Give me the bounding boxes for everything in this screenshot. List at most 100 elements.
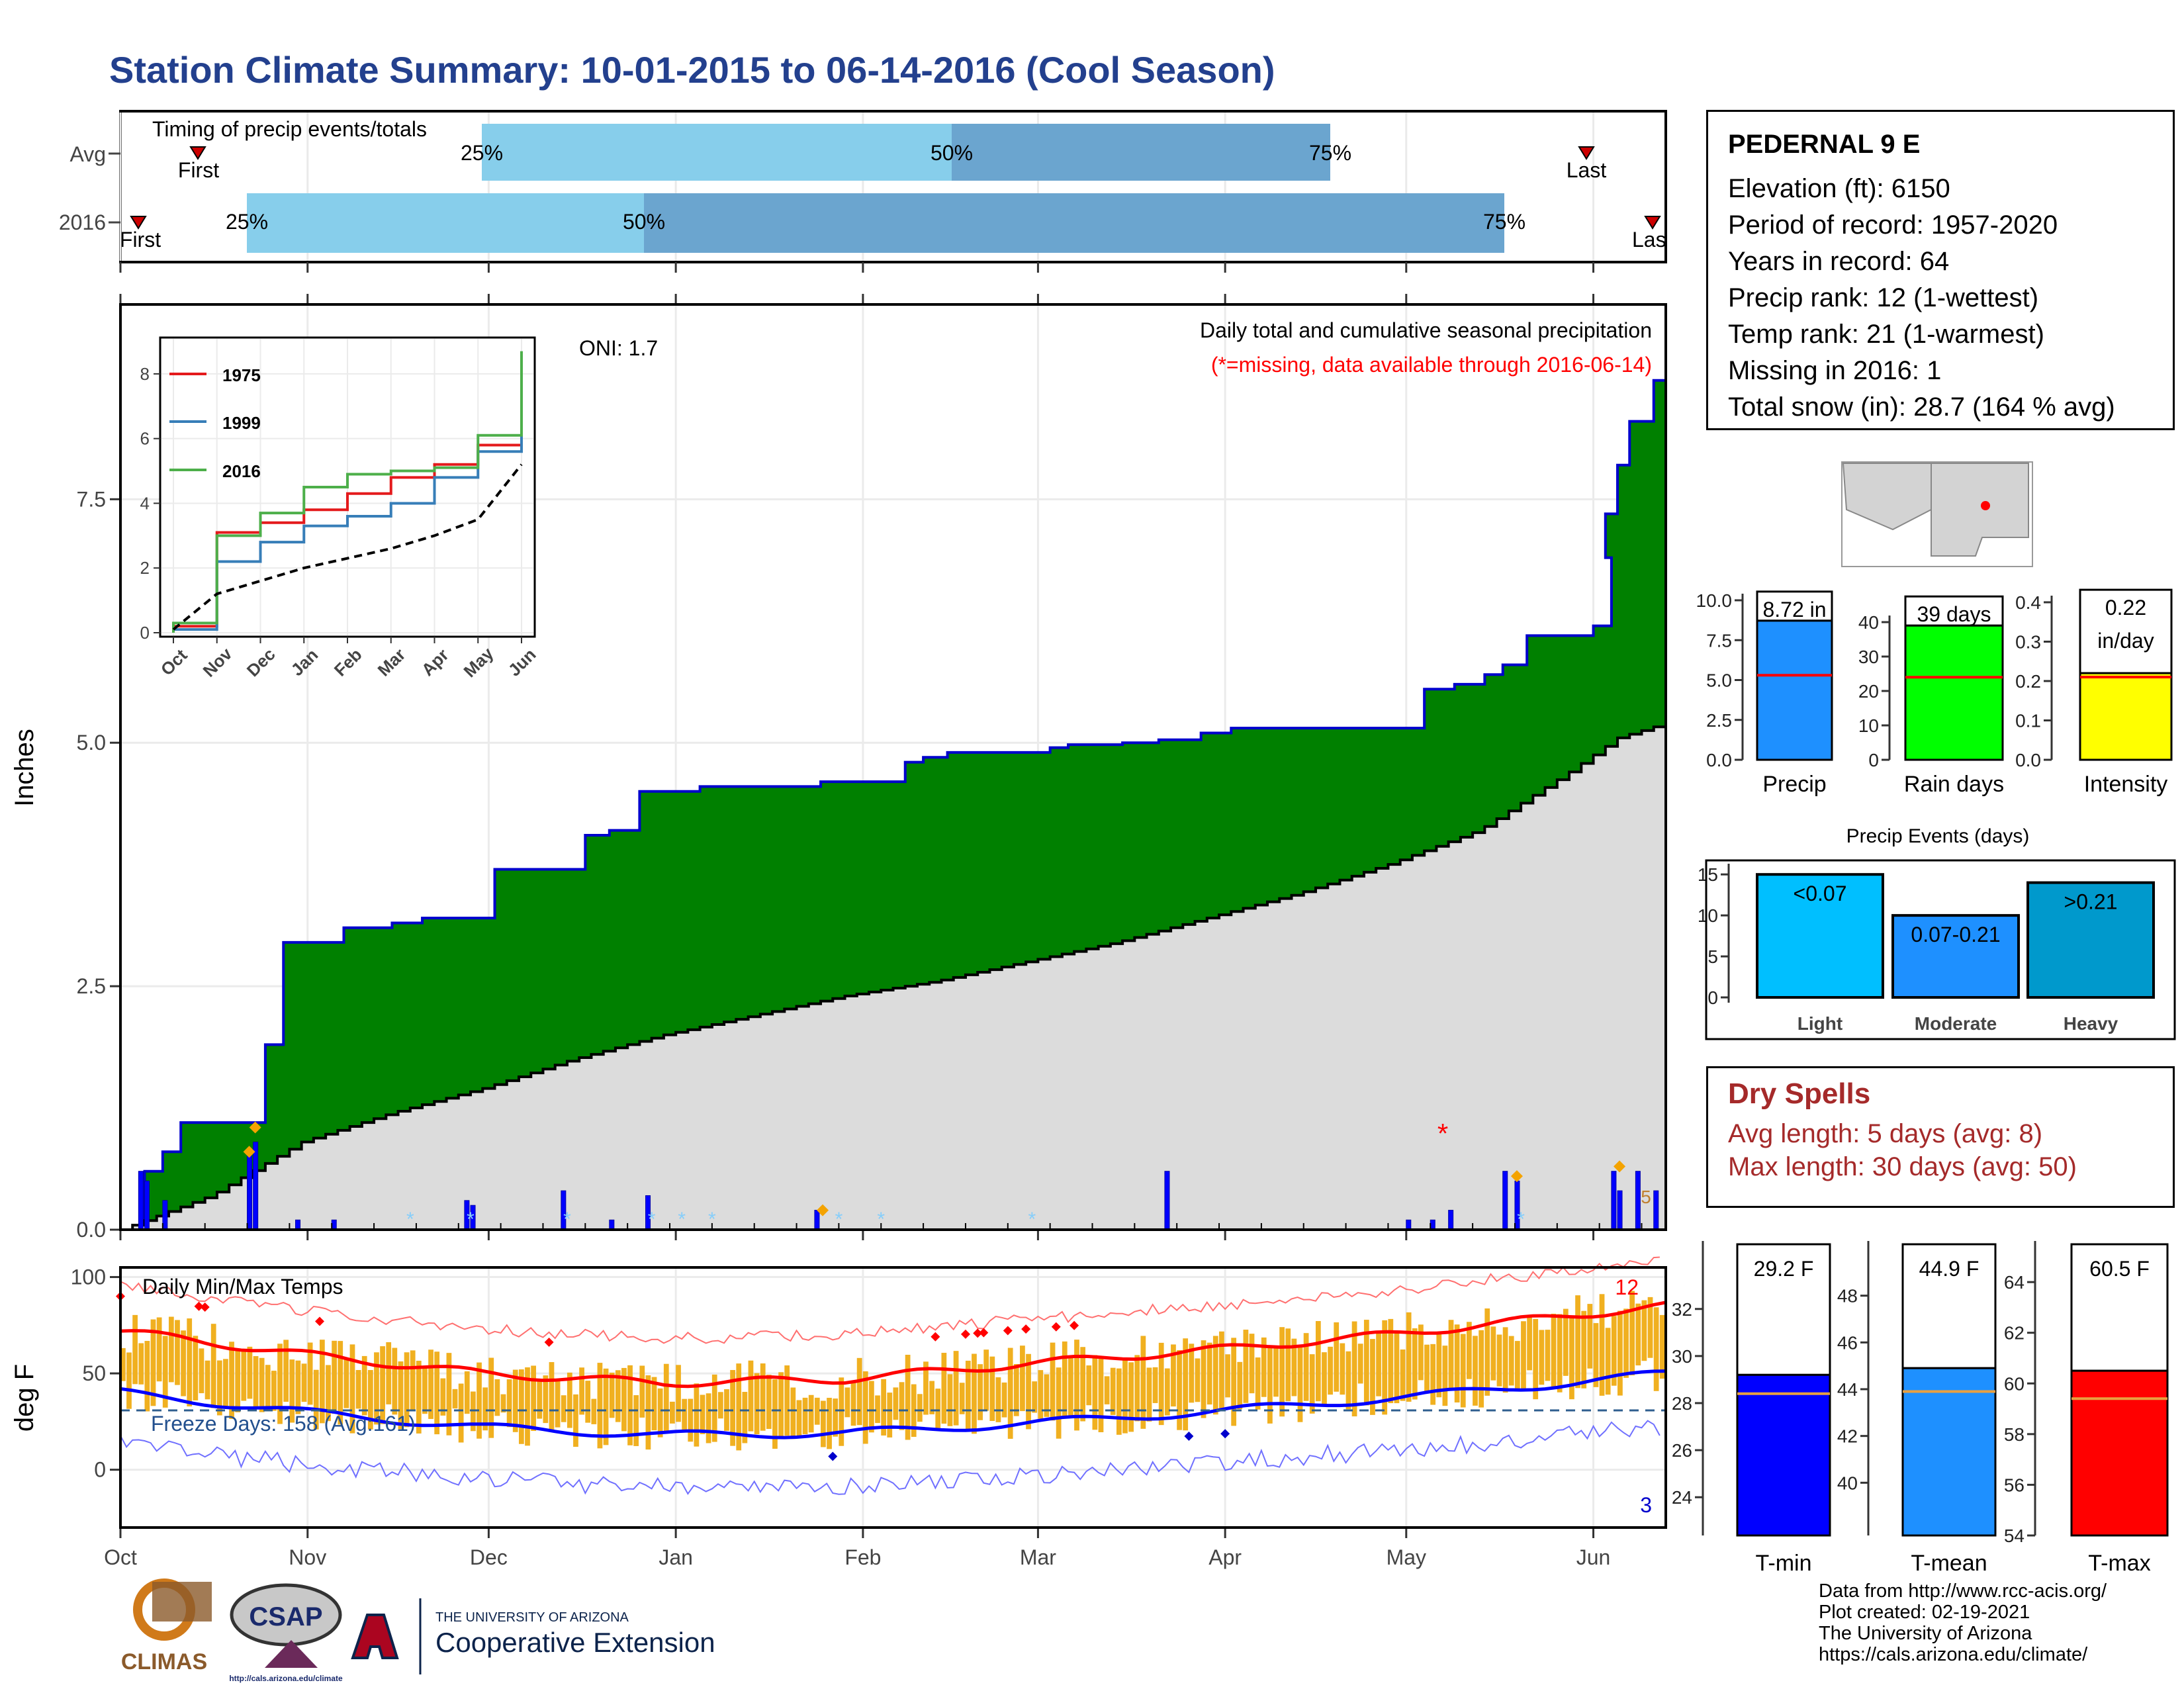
daily-temp-bar [621, 1367, 627, 1432]
daily-precip-bar [1635, 1171, 1641, 1230]
daily-temp-bar [682, 1398, 688, 1431]
precip-y-tick-label: 5.0 [77, 731, 106, 754]
temp-summary-bar [1736, 1373, 1831, 1537]
timing-avg-q2 [952, 124, 1330, 181]
mini-y-tick-label: 40 [1858, 612, 1879, 633]
month-tick-label: Nov [289, 1545, 326, 1569]
daily-temp-bar [633, 1395, 639, 1446]
daily-precip-bar [138, 1171, 144, 1230]
daily-temp-bar [1140, 1336, 1146, 1429]
mini-category-label: Rain days [1904, 772, 2004, 797]
precip-y-tick-label: 0.0 [77, 1218, 106, 1242]
snow-marker: * [467, 1209, 475, 1230]
daily-temp-bar [827, 1397, 832, 1449]
daily-temp-bar [205, 1360, 210, 1400]
record-low-count: 3 [1640, 1493, 1652, 1517]
temp-summary-tick-label: 56 [2004, 1475, 2025, 1495]
daily-temp-bar [790, 1387, 796, 1440]
daily-temp-bar [585, 1381, 591, 1423]
mini-value-bar [2079, 672, 2173, 761]
temp-summary-tick-label: 60 [2004, 1373, 2025, 1394]
timing-row-2016: 2016 [59, 210, 106, 234]
daily-temp-bar [235, 1349, 241, 1412]
daily-temp-bar [494, 1379, 500, 1416]
daily-temp-bar [253, 1356, 259, 1410]
credit-line: https://cals.arizona.edu/climate/ [1819, 1644, 2088, 1665]
daily-temp-bar [1442, 1346, 1448, 1406]
daily-temp-bar [1496, 1334, 1502, 1387]
daily-temp-bar [893, 1387, 899, 1420]
daily-precip-bar [295, 1219, 301, 1230]
temp-summary-value: 60.5 F [2089, 1257, 2150, 1281]
mini-y-tick-label: 10.0 [1696, 590, 1733, 611]
station-years: Years in record: 64 [1728, 247, 1950, 276]
timing-title: Timing of precip events/totals [152, 117, 427, 141]
mini-y-tick-label: 0.2 [2015, 671, 2041, 692]
missing-marker: * [1437, 1118, 1448, 1149]
mini-y-tick-label: 7.5 [1706, 630, 1732, 651]
inset-y-tick-label: 2 [140, 558, 150, 578]
daily-temp-bar [1527, 1315, 1532, 1371]
record-high-marker [1069, 1320, 1079, 1330]
precip-caption: Daily total and cumulative seasonal prec… [1200, 318, 1652, 342]
daily-temp-bar [700, 1394, 705, 1434]
daily-temp-bar [223, 1359, 228, 1406]
daily-temp-bar [1575, 1295, 1580, 1389]
mini-value-bar [1756, 619, 1833, 761]
daily-temp-bar [283, 1340, 289, 1402]
y2016-last-marker [1644, 216, 1661, 230]
credit-line: The University of Arizona [1819, 1623, 2032, 1644]
daily-temp-bar [1291, 1338, 1297, 1396]
daily-temp-bar [531, 1365, 536, 1432]
temp-summary-bar [2070, 1369, 2169, 1537]
csap-cloud [230, 1583, 342, 1647]
daily-temp-bar [995, 1377, 1001, 1422]
daily-temp-bar [434, 1351, 440, 1435]
daily-temp-bar [615, 1370, 621, 1422]
legend-1975: 1975 [222, 365, 261, 385]
record-high-marker [544, 1338, 554, 1348]
temp-summary-label: T-min [1756, 1551, 1812, 1576]
daily-temp-bar [663, 1363, 669, 1433]
dry-spells-avg: Avg length: 5 days (avg: 8) [1728, 1119, 2043, 1148]
credit-line: Plot created: 02-19-2021 [1819, 1602, 2030, 1623]
timing-row-avg: Avg [69, 142, 106, 166]
daily-temp-bar [187, 1318, 193, 1406]
daily-temp-bar [1322, 1352, 1327, 1404]
mini-bar-charts: 0.0 2.5 5.0 7.5 10.0 8.72 in Precip 0 10 20 30 40 39… [1696, 588, 2173, 797]
daily-temp-bar [917, 1394, 923, 1422]
daily-temp-bar [850, 1381, 856, 1426]
daily-precip-bar [162, 1200, 168, 1230]
daily-temp-bar [796, 1400, 802, 1438]
daily-temp-bar [1641, 1300, 1647, 1361]
daily-temp-bar [1032, 1381, 1038, 1413]
daily-temp-bar [573, 1394, 578, 1447]
daily-temp-bar [1454, 1324, 1460, 1403]
daily-temp-bar [1110, 1367, 1116, 1415]
daily-temp-bar [959, 1383, 965, 1414]
daily-temp-bar [1617, 1310, 1623, 1396]
daily-temp-bar [1249, 1334, 1255, 1394]
daily-temp-bar [271, 1371, 277, 1411]
daily-temp-bar [748, 1360, 754, 1432]
daily-temp-bar [1297, 1346, 1303, 1422]
events-bar-label: <0.07 [1794, 882, 1847, 905]
temp-y-tick-label: 0 [94, 1458, 106, 1482]
page-title: Station Climate Summary: 10-01-2015 to 0… [109, 49, 1275, 91]
daily-temp-bar [887, 1393, 893, 1438]
tmax-avg-line [120, 1301, 1666, 1389]
daily-temp-bar [1104, 1376, 1110, 1404]
mini-y-tick-label: 20 [1858, 681, 1879, 702]
daily-temp-bar [1098, 1357, 1104, 1433]
mini-y-tick-label: 0.0 [1706, 750, 1732, 770]
events-y-tick-label: 10 [1698, 905, 1718, 926]
daily-temp-bar [1460, 1334, 1466, 1408]
daily-temp-bar [326, 1365, 331, 1422]
daily-temp-bar [717, 1392, 723, 1419]
map-arizona [1842, 463, 1932, 531]
ua-big-text: Cooperative Extension [435, 1627, 715, 1658]
snow-marker: * [678, 1209, 686, 1230]
daily-temp-bar [1653, 1307, 1659, 1391]
y2016-75-label: 75% [1483, 210, 1525, 234]
daily-temp-bar [338, 1341, 343, 1425]
